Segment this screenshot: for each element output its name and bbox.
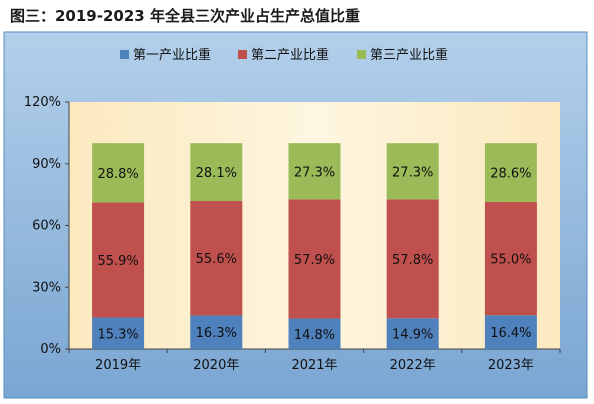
bar-segment-series2-cat5 xyxy=(484,202,537,316)
chart-legend: 第一产业比重 第二产业比重 第三产业比重 xyxy=(120,47,448,63)
figure-caption: 图三：2019-2023 年全县三次产业占生产总值比重 xyxy=(10,7,360,25)
bar-segment-series1-cat2 xyxy=(190,315,243,349)
y-tick-label: 60% xyxy=(32,219,61,234)
x-category-label: 2021年 xyxy=(291,358,337,373)
data-label-series3-cat3: 27.3% xyxy=(294,165,335,180)
bar-segment-series3-cat1 xyxy=(92,143,145,203)
data-label-series2-cat4: 57.8% xyxy=(392,253,433,268)
x-axis: 2019年 2020年 2021年 2022年 2023年 xyxy=(68,348,561,373)
x-category-label: 2020年 xyxy=(193,358,239,373)
bar-segment-series1-cat3 xyxy=(288,318,341,349)
data-label-series1-cat4: 14.9% xyxy=(392,328,433,343)
y-tick-label: 0% xyxy=(40,342,61,357)
data-label-series2-cat5: 55.0% xyxy=(490,253,531,268)
data-label-series1-cat5: 16.4% xyxy=(490,326,531,341)
x-category-label: 2019年 xyxy=(95,358,141,373)
legend-item-3: 第三产业比重 xyxy=(357,47,448,63)
bar-segment-series3-cat3 xyxy=(288,143,341,200)
data-label-series2-cat3: 57.9% xyxy=(294,253,335,268)
data-label-series2-cat1: 55.9% xyxy=(97,254,138,269)
legend-swatch-3 xyxy=(357,50,366,59)
y-tick-label: 90% xyxy=(32,157,61,172)
bar-segment-series2-cat4 xyxy=(386,199,439,319)
y-axis: 0% 30% 60% 90% 120% xyxy=(24,95,70,357)
bar-segment-series3-cat5 xyxy=(484,143,537,203)
bar-segment-series2-cat3 xyxy=(288,199,341,319)
bars-group xyxy=(92,143,537,349)
y-tick-label: 30% xyxy=(32,280,61,295)
data-label-series3-cat2: 28.1% xyxy=(196,166,237,181)
legend-label-1: 第一产业比重 xyxy=(133,47,211,63)
bar-segment-series1-cat4 xyxy=(386,318,439,349)
legend-label-3: 第三产业比重 xyxy=(370,47,448,63)
data-label-series3-cat1: 28.8% xyxy=(97,167,138,182)
data-label-series3-cat4: 27.3% xyxy=(392,165,433,180)
data-label-series1-cat3: 14.8% xyxy=(294,328,335,343)
data-label-series3-cat5: 28.6% xyxy=(490,167,531,182)
legend-item-1: 第一产业比重 xyxy=(120,47,211,63)
bar-segment-series1-cat1 xyxy=(92,317,145,349)
x-category-label: 2022年 xyxy=(390,358,436,373)
legend-label-2: 第二产业比重 xyxy=(251,47,329,63)
legend-swatch-1 xyxy=(120,50,129,59)
legend-swatch-2 xyxy=(238,50,247,59)
bar-segment-series3-cat4 xyxy=(386,143,439,200)
bar-segment-series2-cat2 xyxy=(190,201,243,316)
data-label-series1-cat1: 15.3% xyxy=(97,327,138,342)
data-labels-group: 15.3% 55.9% 28.8% 16.3% 55.6% 28.1% 14.8% 57.9%… xyxy=(97,165,531,343)
bar-segment-series2-cat1 xyxy=(92,202,145,318)
data-label-series1-cat2: 16.3% xyxy=(196,326,237,341)
y-tick-label: 120% xyxy=(24,95,61,110)
bar-segment-series1-cat5 xyxy=(484,315,537,349)
legend-item-2: 第二产业比重 xyxy=(238,47,329,63)
x-category-label: 2023年 xyxy=(488,358,534,373)
data-label-series2-cat2: 55.6% xyxy=(196,252,237,267)
bar-segment-series3-cat2 xyxy=(190,143,243,202)
